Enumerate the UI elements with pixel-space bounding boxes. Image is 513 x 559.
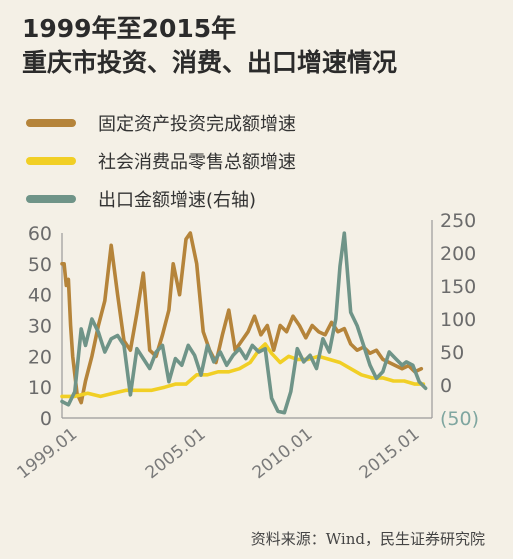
legend-swatch-export [26,195,76,203]
legend-item-retail: 社会消费品零售总额增速 [26,142,296,180]
left-tick-label: 60 [28,223,52,245]
left-tick-label: 0 [40,408,52,430]
source-note: 资料来源：Wind，民生证券研究院 [250,530,485,548]
x-tick-label: 2005.01 [142,424,210,483]
left-axis-ticks: 0 10 20 30 40 50 60 [28,223,52,430]
right-tick-label: 100 [440,309,476,331]
x-axis-ticks: 1999.01 2005.01 2010.01 2015.01 [14,424,424,483]
series-export-line [60,231,428,415]
legend: 固定资产投资完成额增速 社会消费品零售总额增速 出口金额增速(右轴) [26,104,296,218]
left-tick-label: 10 [28,377,52,399]
legend-swatch-retail [26,157,76,165]
right-axis-ticks: (50) 0 50 100 150 200 250 [440,210,479,430]
chart-title-line1: 1999年至2015年 [22,14,237,43]
right-tick-label: 50 [440,342,464,364]
legend-label-investment: 固定资产投资完成额增速 [98,114,296,135]
chart-title-line2: 重庆市投资、消费、出口增速情况 [22,48,398,77]
left-tick-label: 50 [28,254,52,276]
series-layer [60,231,428,415]
legend-item-export: 出口金额增速(右轴) [26,180,296,218]
x-tick-label: 2010.01 [249,424,317,483]
line-chart: 0 10 20 30 40 50 60 (50) 0 50 100 150 200 250 1999.0… [14,210,479,483]
left-tick-label: 40 [28,285,52,307]
legend-swatch-investment [26,119,76,127]
x-tick-label: 2015.01 [356,424,424,483]
right-tick-label: 150 [440,276,476,298]
right-tick-label: 200 [440,243,476,265]
legend-label-export: 出口金额增速(右轴) [98,190,257,211]
left-tick-label: 30 [28,316,52,338]
x-tick-label: 1999.01 [14,424,82,483]
series-investment-line [60,231,424,405]
title-block: 1999年至2015年 重庆市投资、消费、出口增速情况 [22,12,397,80]
right-tick-label: 250 [440,210,476,232]
right-tick-label: 0 [440,375,452,397]
right-tick-label: (50) [440,408,479,430]
legend-item-investment: 固定资产投资完成额增速 [26,104,296,142]
left-tick-label: 20 [28,346,52,368]
legend-label-retail: 社会消费品零售总额增速 [98,152,296,173]
